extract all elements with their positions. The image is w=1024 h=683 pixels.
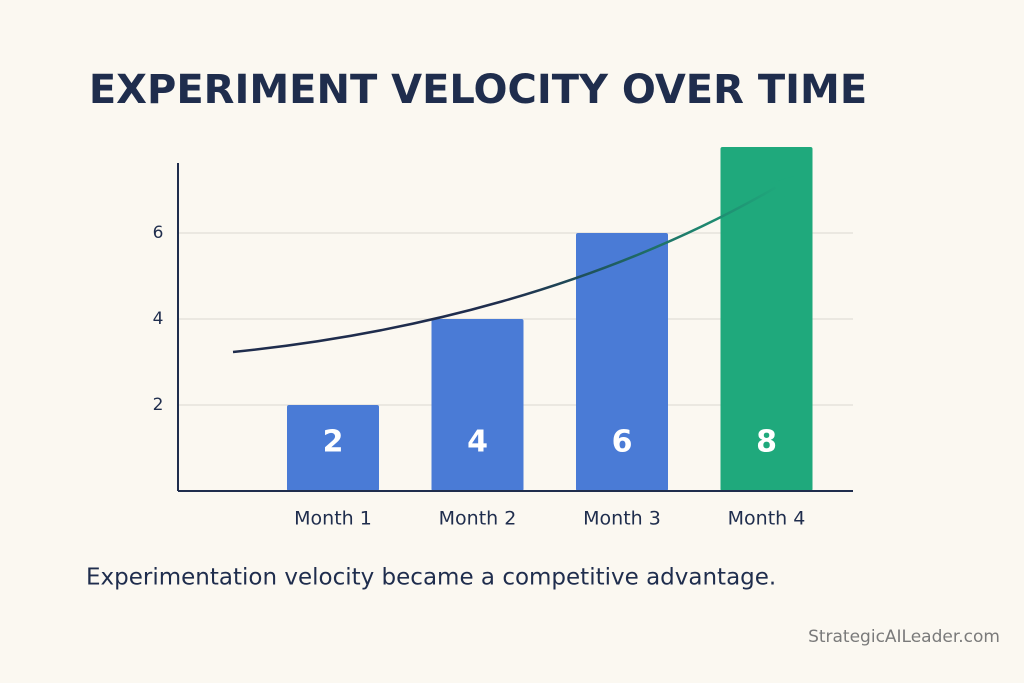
x-tick-label: Month 1 [294, 508, 372, 530]
y-tick-label: 6 [153, 223, 164, 243]
data-label: 4 [467, 425, 488, 460]
plot-area: 2 4 6 Month 1 2 Month 2 4 Month 3 6 Month 4 8 [153, 147, 853, 530]
trend-arrow [232, 183, 781, 354]
bar [287, 405, 379, 491]
x-tick-label: Month 2 [439, 508, 517, 530]
data-label: 2 [323, 425, 344, 460]
data-label: 8 [756, 425, 777, 460]
bar [431, 319, 524, 491]
y-tick-label: 2 [153, 395, 164, 415]
arrow-head [771, 176, 794, 197]
caption: Experimentation velocity became a compet… [86, 565, 776, 591]
watermark: StrategicAILeader.com [808, 627, 1000, 647]
y-tick-label: 4 [153, 309, 164, 329]
bar [720, 147, 813, 491]
data-label: 6 [612, 425, 633, 460]
chart-title: EXPERIMENT VELOCITY OVER TIME [89, 67, 867, 113]
x-tick-label: Month 4 [728, 508, 806, 530]
bar [576, 233, 668, 491]
x-tick-label: Month 3 [583, 508, 661, 530]
